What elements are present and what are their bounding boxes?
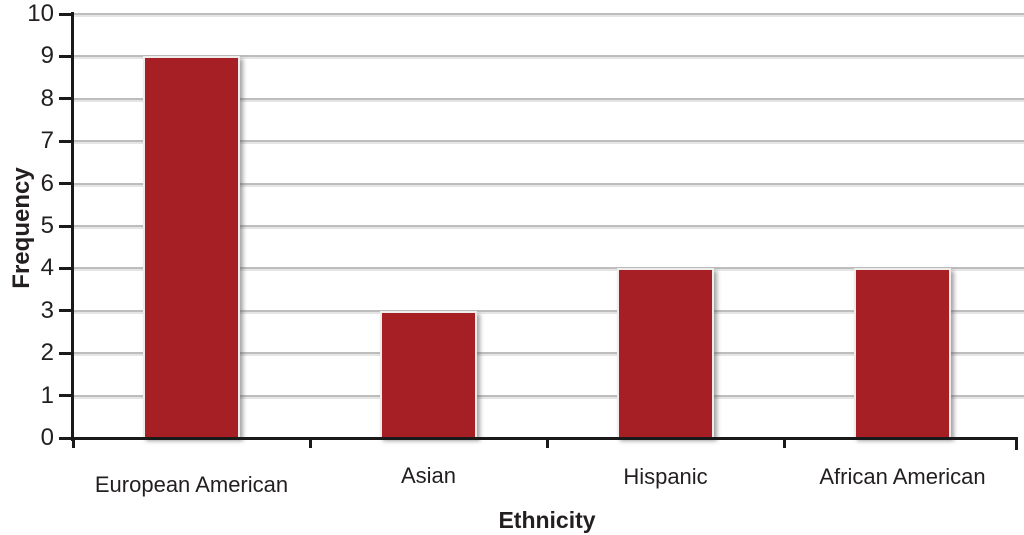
gridline-1 bbox=[73, 394, 1024, 397]
y-tick-label-7: 7 bbox=[40, 127, 54, 155]
x-tick-0 bbox=[71, 437, 75, 448]
x-axis-line bbox=[66, 437, 1018, 440]
y-tick-7 bbox=[59, 139, 73, 143]
bar-hispanic bbox=[617, 268, 714, 438]
y-tick-label-3: 3 bbox=[40, 296, 54, 324]
y-tick-label-10: 10 bbox=[27, 0, 54, 27]
y-tick-8 bbox=[59, 97, 73, 101]
y-tick-9 bbox=[59, 54, 73, 58]
x-axis-end-tick bbox=[1015, 437, 1018, 450]
y-tick-6 bbox=[59, 182, 73, 186]
y-axis-title: Frequency bbox=[8, 167, 35, 289]
bar-african-american bbox=[854, 268, 951, 438]
gridline-10 bbox=[73, 13, 1024, 15]
x-category-label-asian: Asian bbox=[400, 463, 457, 488]
y-tick-label-9: 9 bbox=[40, 42, 54, 70]
bar-european-american bbox=[143, 56, 240, 438]
y-tick-label-1: 1 bbox=[40, 381, 54, 409]
x-category-label-african-american: African American bbox=[819, 464, 986, 489]
bar-asian bbox=[380, 310, 477, 438]
y-tick-4 bbox=[59, 266, 73, 270]
y-tick-2 bbox=[59, 351, 73, 355]
x-axis-title: Ethnicity bbox=[498, 507, 596, 533]
x-category-label-european-american: European American bbox=[94, 472, 289, 497]
plot-area bbox=[73, 13, 1024, 438]
y-tick-label-4: 4 bbox=[40, 254, 54, 282]
y-tick-0 bbox=[59, 436, 73, 440]
y-tick-3 bbox=[59, 309, 73, 313]
x-category-label-hispanic: Hispanic bbox=[623, 464, 708, 489]
y-tick-label-6: 6 bbox=[40, 169, 54, 197]
gridline-6 bbox=[73, 182, 1024, 185]
x-tick-1 bbox=[308, 437, 312, 448]
gridline-4 bbox=[73, 267, 1024, 270]
gridline-8 bbox=[73, 97, 1024, 100]
y-tick-label-0: 0 bbox=[40, 424, 54, 451]
y-tick-label-8: 8 bbox=[40, 84, 54, 112]
y-tick-1 bbox=[59, 394, 73, 398]
gridline-3 bbox=[73, 309, 1024, 312]
x-tick-2 bbox=[545, 437, 549, 448]
y-tick-10 bbox=[59, 12, 73, 16]
gridline-9 bbox=[73, 55, 1024, 58]
gridline-5 bbox=[73, 225, 1024, 227]
x-tick-3 bbox=[782, 437, 786, 448]
gridline-2 bbox=[73, 352, 1024, 355]
y-tick-5 bbox=[59, 224, 73, 228]
gridline-7 bbox=[73, 140, 1024, 143]
y-tick-label-5: 5 bbox=[40, 212, 54, 239]
y-tick-label-2: 2 bbox=[40, 339, 54, 367]
